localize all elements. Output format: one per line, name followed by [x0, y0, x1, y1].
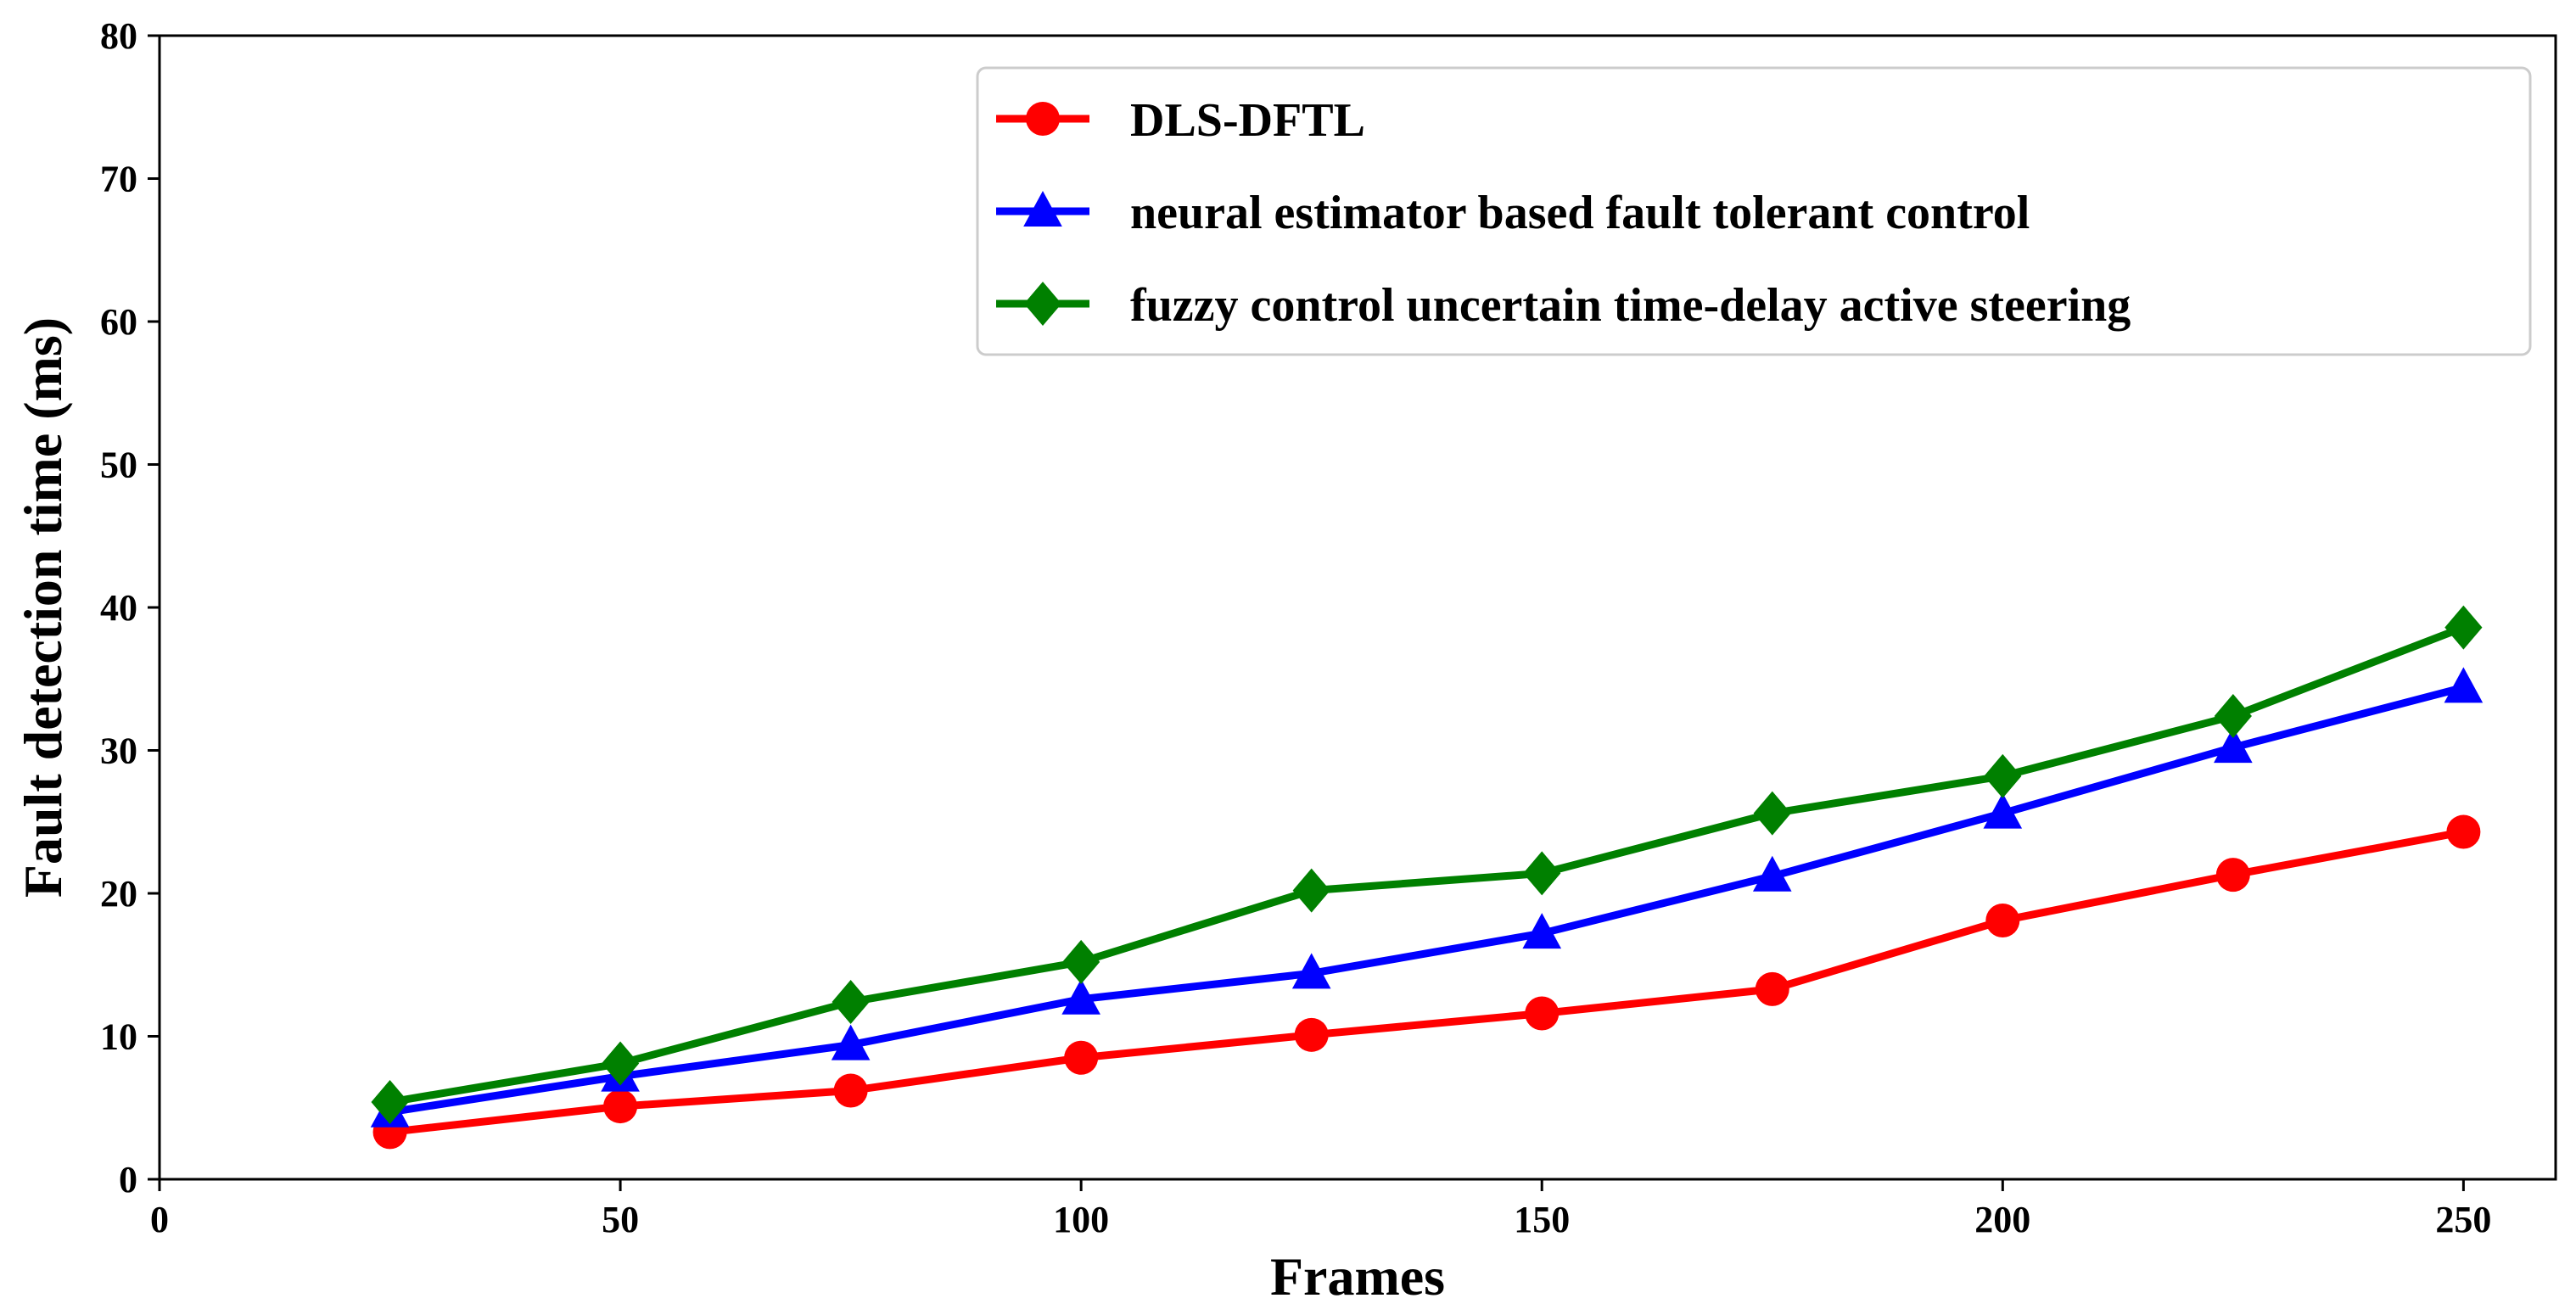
data-point: [2446, 814, 2481, 849]
y-tick-label: 60: [100, 301, 137, 343]
data-point: [2214, 694, 2252, 739]
data-point: [603, 1089, 638, 1124]
data-point: [1752, 855, 1792, 892]
data-point: [1525, 996, 1560, 1031]
legend: DLS-DFTL neural estimator based fault tol…: [976, 66, 2532, 356]
y-tick-label: 50: [100, 445, 137, 486]
legend-label: neural estimator based fault tolerant co…: [1130, 187, 2030, 239]
y-tick-label: 40: [100, 587, 137, 629]
data-point: [1062, 939, 1100, 984]
data-point: [2214, 727, 2253, 764]
y-tick-label: 0: [119, 1159, 137, 1200]
data-point: [1753, 791, 1791, 836]
legend-entry: fuzzy control uncertain time-delay activ…: [996, 279, 2131, 332]
series-line: [389, 684, 2465, 1116]
y-tick-label: 20: [100, 873, 137, 915]
legend-marker: [1023, 282, 1062, 326]
y-axis-title: Fault detection time (ms): [13, 317, 73, 898]
data-point: [1523, 851, 1561, 896]
data-point: [1292, 868, 1330, 913]
y-tick-label: 70: [100, 159, 137, 200]
data-point: [601, 1041, 640, 1086]
legend-label: DLS-DFTL: [1130, 94, 1365, 147]
axes: 0 50 100 150 200 250 0 10 20 30 40 50 60 70 80: [100, 15, 2557, 1240]
data-point: [1985, 904, 2020, 938]
data-point: [1984, 753, 2022, 798]
series-line: [389, 624, 2466, 1106]
x-tick-label: 50: [602, 1199, 639, 1240]
data-point: [1294, 1017, 1329, 1052]
legend-entry: DLS-DFTL: [996, 94, 1365, 147]
data-point: [2215, 858, 2250, 893]
x-tick-label: 250: [2435, 1199, 2491, 1240]
data-point: [831, 1024, 871, 1060]
legend-marker: [1026, 102, 1060, 136]
series-1: [372, 814, 2481, 1150]
data-point: [1522, 913, 1562, 949]
series-layer: [370, 605, 2484, 1150]
data-point: [2444, 605, 2483, 650]
y-tick-label: 30: [100, 730, 137, 772]
series-3: [371, 605, 2483, 1125]
series-line: [389, 828, 2465, 1136]
x-axis-title: Frames: [1270, 1246, 1445, 1307]
x-tick-label: 200: [1974, 1199, 2030, 1240]
x-tick-label: 150: [1514, 1199, 1570, 1240]
legend-marker: [1023, 191, 1062, 227]
legend-box: [976, 66, 2532, 356]
x-tick-label: 0: [150, 1199, 169, 1240]
data-point: [1983, 792, 2023, 829]
x-tick-label: 100: [1053, 1199, 1109, 1240]
data-point: [1755, 971, 1789, 1006]
y-tick-label: 10: [100, 1016, 137, 1058]
data-point: [2444, 667, 2484, 703]
data-point: [832, 980, 870, 1025]
y-tick-label: 80: [100, 15, 137, 57]
data-point: [1061, 978, 1100, 1015]
data-point: [833, 1073, 868, 1108]
data-point: [1291, 953, 1331, 989]
data-point: [371, 1080, 409, 1125]
legend-label: fuzzy control uncertain time-delay activ…: [1130, 279, 2131, 332]
data-point: [1064, 1040, 1099, 1075]
series-2: [370, 667, 2484, 1128]
legend-entry: neural estimator based fault tolerant co…: [996, 187, 2030, 239]
